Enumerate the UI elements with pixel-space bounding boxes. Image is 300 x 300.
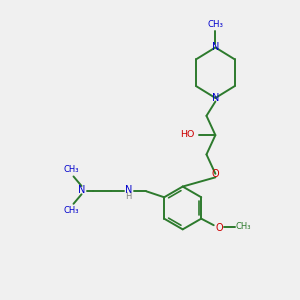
Text: H: H [125, 192, 131, 201]
Text: CH₃: CH₃ [207, 20, 224, 29]
Text: N: N [124, 184, 132, 194]
Text: O: O [212, 169, 219, 179]
Text: CH₃: CH₃ [64, 206, 79, 215]
Text: O: O [215, 223, 223, 232]
Text: N: N [212, 43, 219, 52]
Text: CH₃: CH₃ [235, 222, 250, 231]
Text: HO: HO [181, 130, 195, 139]
Text: N: N [212, 93, 219, 103]
Text: N: N [78, 185, 85, 195]
Text: CH₃: CH₃ [64, 165, 79, 174]
